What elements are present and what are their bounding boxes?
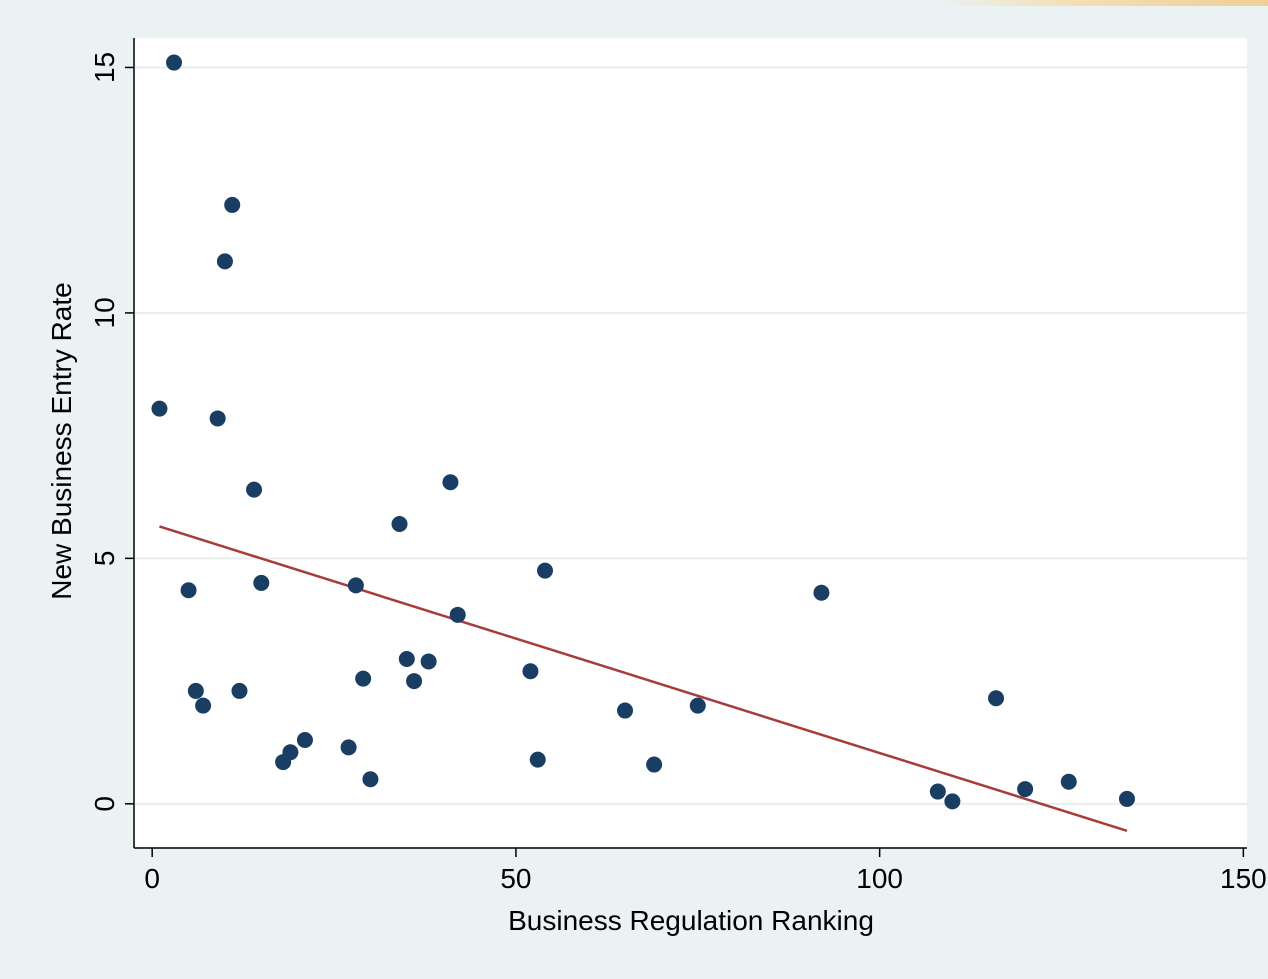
gridlines: [135, 66, 1247, 805]
data-point: [296, 732, 313, 748]
data-point: [929, 783, 946, 800]
data-point: [253, 574, 270, 591]
data-point: [522, 663, 539, 680]
data-point: [151, 400, 168, 417]
data-point: [391, 516, 408, 532]
y-tick-label: 0: [89, 796, 120, 812]
x-tick-label: 0: [144, 863, 160, 894]
x-axis-label: Business Regulation Ranking: [508, 905, 874, 936]
axes: [133, 38, 1247, 849]
data-point: [246, 481, 263, 498]
data-point: [224, 196, 241, 213]
data-point: [231, 682, 248, 699]
data-point: [362, 771, 379, 788]
data-point: [209, 410, 226, 427]
data-point: [646, 756, 663, 773]
data-point: [216, 253, 233, 270]
data-point: [988, 690, 1005, 707]
y-tick-label: 5: [89, 551, 120, 567]
data-point: [689, 697, 706, 714]
fit-line-group: [159, 525, 1128, 833]
x-tick-label: 100: [856, 863, 903, 894]
data-point: [617, 702, 634, 719]
data-point: [187, 682, 204, 699]
data-point: [355, 670, 372, 687]
data-point: [180, 582, 197, 599]
data-point: [529, 751, 546, 768]
data-point: [944, 793, 961, 810]
data-point: [282, 744, 299, 761]
data-point: [340, 739, 357, 756]
data-point: [406, 673, 423, 690]
axis-ticks: 0 50 100 150 0 5 10 15: [89, 52, 1267, 894]
plot-area: [134, 38, 1247, 848]
data-points: [151, 54, 1135, 810]
y-tick-label: 10: [89, 297, 120, 328]
fit-line: [159, 525, 1128, 833]
data-point: [449, 606, 466, 623]
data-point: [166, 54, 183, 71]
corner-accent: [938, 0, 1268, 6]
data-point: [537, 562, 554, 579]
x-tick-label: 150: [1220, 863, 1267, 894]
data-point: [347, 577, 364, 594]
x-tick-label: 50: [500, 863, 531, 894]
data-point: [442, 474, 459, 491]
y-axis-label: New Business Entry Rate: [46, 282, 77, 599]
data-point: [1017, 781, 1034, 798]
data-point: [1118, 790, 1135, 807]
data-point: [398, 651, 415, 667]
data-point: [813, 584, 830, 601]
data-point: [420, 653, 437, 670]
y-tick-label: 15: [89, 52, 120, 83]
data-point: [1060, 773, 1077, 790]
data-point: [195, 697, 212, 714]
